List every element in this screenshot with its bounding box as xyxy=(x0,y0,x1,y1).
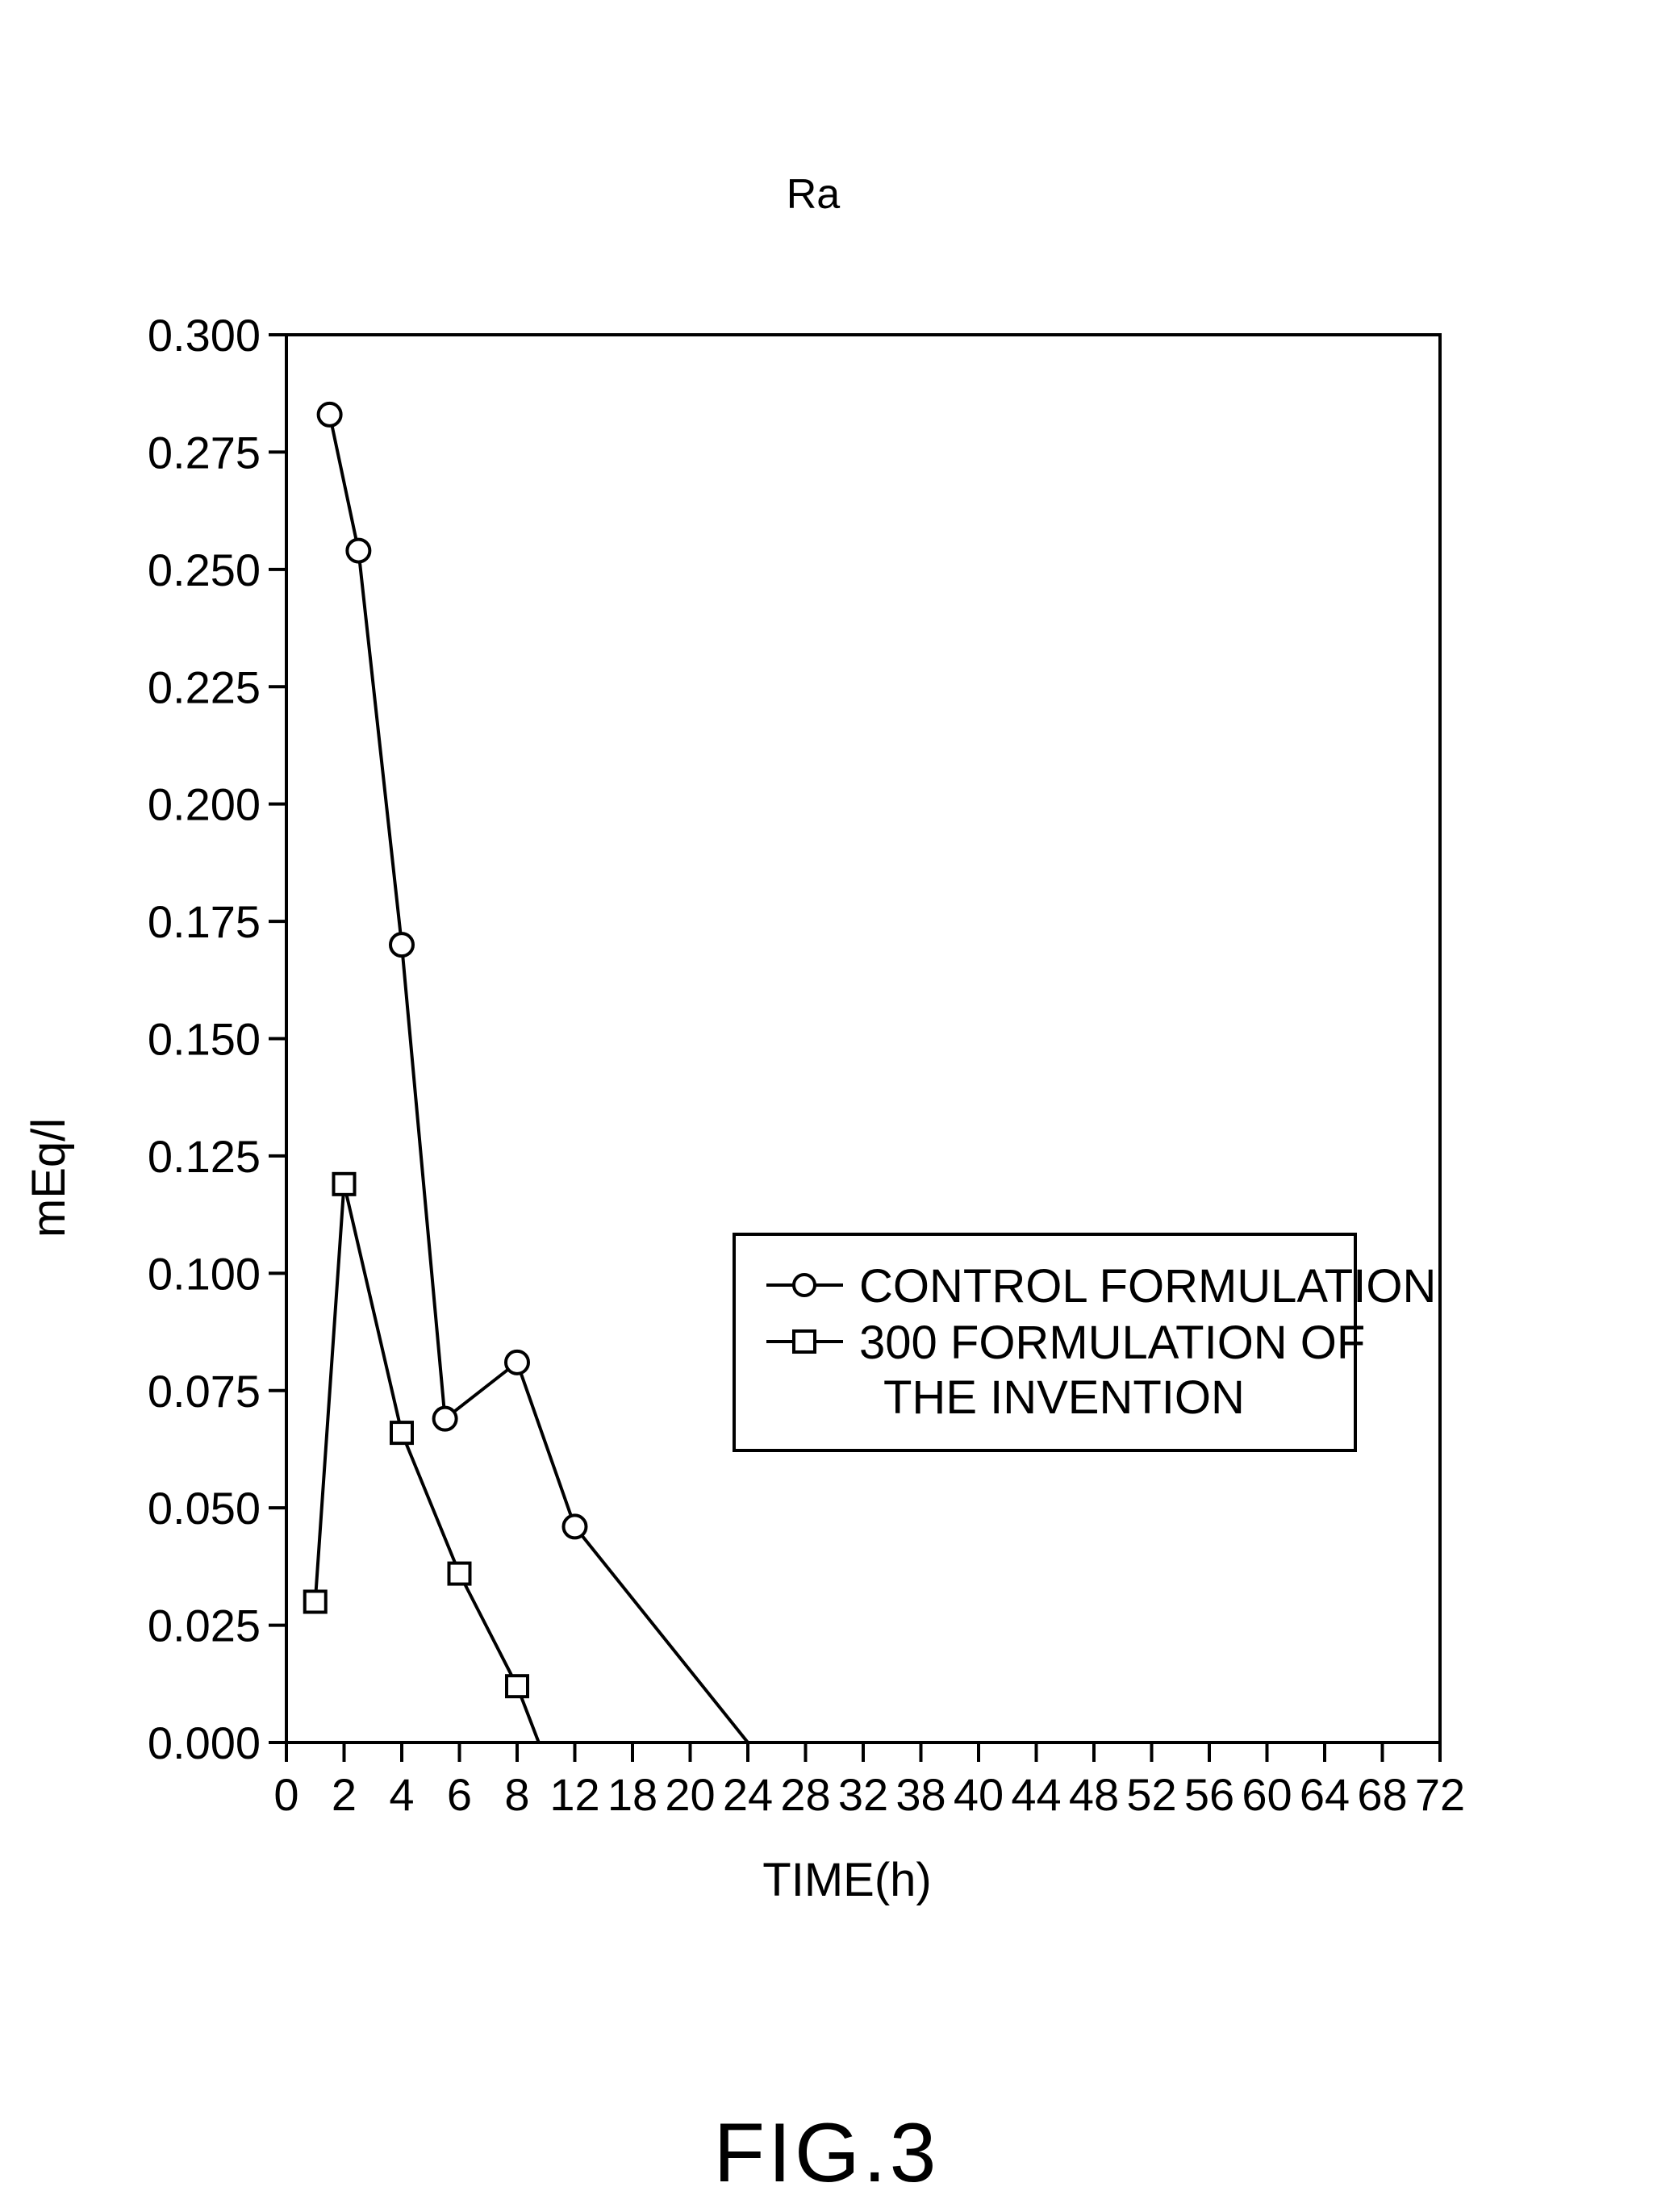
x-tick-label: 44 xyxy=(1011,1769,1061,1820)
x-tick-label: 68 xyxy=(1357,1769,1407,1820)
plot-frame xyxy=(285,333,1442,1744)
legend-line-3: THE INVENTION xyxy=(883,1371,1245,1424)
x-axis: 0 2 4 6 8 12 18 20 24 28 32 38 40 44 48 52 56 60 64 68 72 xyxy=(273,1742,1465,1820)
y-tick-label: 0.200 xyxy=(148,779,261,830)
y-tick-label: 0.150 xyxy=(148,1014,261,1065)
x-tick-label: 28 xyxy=(780,1769,830,1820)
data-point-invention xyxy=(390,1421,414,1446)
y-tick-label: 0.025 xyxy=(148,1601,261,1651)
series-line-1 xyxy=(313,1183,541,1743)
x-tick-label: 32 xyxy=(838,1769,888,1820)
legend-control-marker xyxy=(792,1273,816,1297)
data-point-invention xyxy=(303,1589,328,1614)
x-tick-label: 18 xyxy=(607,1769,657,1820)
legend-line-1: CONTROL FORMULATION xyxy=(859,1260,1436,1313)
x-tick-label: 4 xyxy=(389,1769,414,1820)
x-tick-label: 64 xyxy=(1300,1769,1350,1820)
x-tick-label: 6 xyxy=(447,1769,472,1820)
y-tick-label: 0.225 xyxy=(148,662,261,712)
series-line-0 xyxy=(328,414,749,1744)
x-tick-label: 0 xyxy=(273,1769,298,1820)
data-point-control xyxy=(561,1513,588,1540)
data-point-control xyxy=(504,1349,530,1375)
x-tick-label: 2 xyxy=(332,1769,357,1820)
x-tick-label: 60 xyxy=(1242,1769,1292,1820)
data-point-control xyxy=(389,932,415,958)
y-tick-label: 0.275 xyxy=(148,427,261,478)
legend-line-2: 300 FORMULATION OF xyxy=(859,1317,1365,1369)
data-point-invention xyxy=(505,1674,529,1699)
x-tick-label: 56 xyxy=(1184,1769,1234,1820)
y-axis: 0.000 0.025 0.050 0.075 0.100 0.125 0.150 0.175… xyxy=(148,310,286,1768)
x-tick-label: 72 xyxy=(1415,1769,1465,1820)
data-point-control xyxy=(316,401,343,428)
y-tick-label: 0.000 xyxy=(148,1717,261,1768)
chart-title: Ra xyxy=(787,171,841,218)
legend: CONTROL FORMULATION 300 FORMULATION OF T… xyxy=(733,1233,1436,1452)
x-tick-label: 24 xyxy=(723,1769,773,1820)
data-point-invention xyxy=(447,1561,472,1586)
data-point-control xyxy=(345,537,372,564)
x-tick-label: 12 xyxy=(549,1769,599,1820)
y-tick-label: 0.100 xyxy=(148,1248,261,1299)
data-point-invention xyxy=(332,1171,357,1196)
x-tick-label: 20 xyxy=(665,1769,715,1820)
y-tick-label: 0.125 xyxy=(148,1131,261,1182)
y-tick-label: 0.050 xyxy=(148,1483,261,1534)
y-tick-label: 0.250 xyxy=(148,545,261,595)
x-tick-label: 52 xyxy=(1126,1769,1176,1820)
y-tick-label: 0.175 xyxy=(148,896,261,947)
x-tick-label: 8 xyxy=(504,1769,529,1820)
x-axis-label: TIME(h) xyxy=(762,1854,931,1906)
data-point-control xyxy=(432,1405,458,1432)
y-tick-label: 0.075 xyxy=(148,1366,261,1417)
legend-invention-marker xyxy=(792,1329,816,1354)
x-tick-label: 40 xyxy=(954,1769,1004,1820)
series-layer xyxy=(303,401,749,1744)
figure-caption: FIG.3 xyxy=(713,2106,940,2200)
y-tick-label: 0.300 xyxy=(148,310,261,361)
y-axis-label: mEq/l xyxy=(23,1118,75,1237)
x-tick-label: 38 xyxy=(895,1769,945,1820)
x-tick-label: 48 xyxy=(1069,1769,1119,1820)
